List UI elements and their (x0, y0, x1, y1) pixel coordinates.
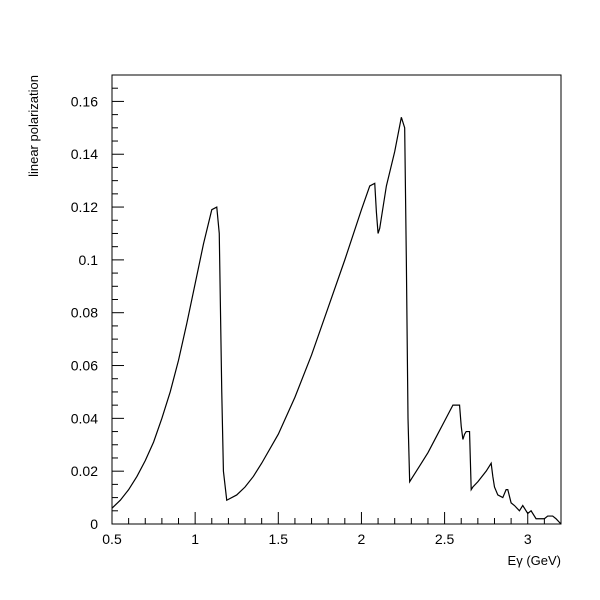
y-tick-label: 0.06 (71, 358, 98, 374)
y-tick-label: 0 (90, 516, 98, 532)
x-axis-ticks (111, 512, 562, 524)
y-axis-title: linear polarization (26, 75, 41, 177)
x-axis-tick-labels: 0.5 1 1.5 2 2.5 3 (102, 531, 532, 547)
x-tick-label: 2 (358, 531, 366, 547)
y-tick-label: 0.1 (79, 252, 99, 268)
series-line-polarization (111, 117, 562, 525)
y-axis-ticks (112, 74, 124, 525)
y-tick-label: 0.12 (71, 199, 98, 215)
y-tick-label: 0.16 (71, 93, 98, 109)
y-tick-label: 0.14 (71, 146, 98, 162)
y-tick-label: 0.02 (71, 463, 98, 479)
x-tick-label: 1.5 (269, 531, 289, 547)
y-tick-label: 0.04 (71, 410, 98, 426)
plot-frame (111, 74, 562, 525)
x-tick-label: 3 (524, 531, 532, 547)
y-axis-tick-labels: 0 0.02 0.04 0.06 0.08 0.1 0.12 0.14 0.16 (71, 93, 98, 532)
x-tick-label: 2.5 (435, 531, 455, 547)
x-tick-label: 1 (191, 531, 199, 547)
x-tick-label: 0.5 (102, 531, 122, 547)
y-tick-label: 0.08 (71, 305, 98, 321)
x-axis-title: Eγ (GeV) (508, 553, 561, 568)
